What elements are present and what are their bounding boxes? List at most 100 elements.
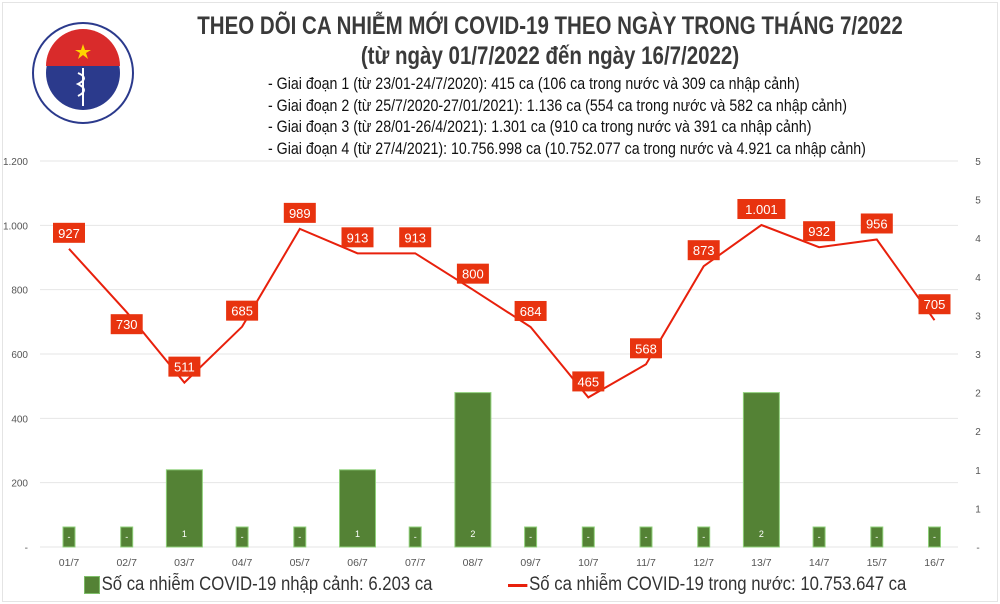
- domestic-line: [68, 223, 936, 399]
- x-axis-tick: 16/7: [924, 557, 945, 569]
- legend-label-domestic: Số ca nhiễm COVID-19 trong nước: 10.753.…: [529, 574, 907, 595]
- right-axis-tick: 4: [975, 234, 981, 245]
- data-label: 705: [924, 297, 946, 312]
- data-label-box: [168, 356, 201, 377]
- data-label-box: [860, 213, 893, 234]
- right-axis-tick: -: [976, 543, 979, 554]
- chart-subtitle: (từ ngày 01/7/2022 đến ngày 16/7/2022): [360, 42, 740, 70]
- bar: [524, 526, 538, 548]
- bar-label: -: [529, 532, 532, 542]
- data-label: 1.001: [745, 202, 778, 217]
- data-label-box: [737, 199, 786, 220]
- data-label-box: [572, 371, 605, 392]
- legend-swatch-line: [508, 583, 528, 587]
- x-axis-tick: 12/7: [693, 557, 714, 569]
- bar: [928, 526, 941, 548]
- data-label: 511: [174, 360, 195, 375]
- bar: [408, 526, 422, 548]
- right-axis-tick: 1: [975, 504, 981, 515]
- data-label: 927: [58, 226, 80, 241]
- bar: [581, 526, 595, 548]
- bar: [639, 526, 653, 548]
- bar-label: -: [241, 532, 244, 542]
- bar: [870, 526, 884, 548]
- bar: [120, 526, 134, 548]
- bar-label: -: [298, 532, 301, 542]
- data-label: 913: [404, 230, 426, 245]
- right-axis-tick: 2: [975, 389, 981, 400]
- bar-label: -: [875, 532, 878, 542]
- bar: [235, 526, 249, 548]
- data-label-box: [687, 240, 720, 261]
- bar: [165, 469, 203, 548]
- right-axis-tick: 1: [975, 466, 981, 477]
- x-axis-tick: 04/7: [232, 557, 253, 569]
- bar: [62, 526, 76, 548]
- x-axis-tick: 09/7: [520, 557, 541, 569]
- data-label-box: [630, 338, 662, 359]
- data-label-box: [226, 300, 259, 321]
- x-axis-tick: 07/7: [405, 557, 426, 569]
- bar: [293, 526, 307, 548]
- right-axis-tick: 5: [975, 196, 981, 207]
- data-label: 684: [520, 304, 542, 319]
- data-label: 932: [808, 224, 830, 239]
- bar-label: -: [933, 532, 936, 542]
- bar-label: -: [414, 532, 417, 542]
- x-axis-tick: 15/7: [867, 557, 888, 569]
- bar: [812, 526, 826, 548]
- legend-item-imported: Số ca nhiễm COVID-19 nhập cảnh: 6.203 ca: [84, 574, 432, 596]
- x-axis-tick: 02/7: [116, 557, 137, 569]
- left-axis-tick: 1.000: [3, 221, 28, 232]
- data-label-box: [53, 222, 85, 243]
- bar-label: 2: [470, 529, 475, 539]
- bar-label: -: [818, 532, 821, 542]
- bar-label: 2: [759, 529, 764, 539]
- data-label-box: [803, 221, 836, 242]
- period-note-4: - Giai đoạn 4 (từ 27/4/2021): 10.756.998…: [268, 139, 866, 158]
- legend-item-domestic: Số ca nhiễm COVID-19 trong nước: 10.753.…: [508, 574, 906, 596]
- left-axis-tick: 400: [11, 414, 28, 425]
- left-axis-tick: 600: [11, 350, 28, 361]
- data-label: 989: [289, 206, 311, 221]
- data-label-box: [514, 300, 547, 321]
- legend-swatch-bar: [84, 576, 100, 594]
- data-label: 873: [693, 243, 715, 258]
- data-label: 568: [635, 341, 657, 356]
- bar-label: 1: [182, 529, 187, 539]
- bar: [339, 469, 376, 548]
- left-axis-tick: 800: [11, 286, 28, 297]
- data-label: 465: [577, 374, 599, 389]
- ministry-of-health-logo: [32, 22, 134, 124]
- bar: [454, 392, 492, 548]
- bar-label: -: [645, 532, 648, 542]
- data-label-box: [283, 202, 316, 223]
- legend-label-imported: Số ca nhiễm COVID-19 nhập cảnh: 6.203 ca: [101, 574, 433, 595]
- period-notes: - Giai đoạn 1 (từ 23/01-24/7/2020): 415 …: [268, 74, 866, 160]
- bar-label: 1: [355, 529, 360, 539]
- left-axis-tick: 1.200: [3, 157, 28, 168]
- x-axis-tick: 05/7: [290, 557, 311, 569]
- data-label-box: [110, 314, 143, 335]
- chart-title: THEO DÕI CA NHIỄM MỚI COVID-19 THEO NGÀY…: [197, 12, 903, 40]
- x-axis-tick: 11/7: [636, 557, 656, 569]
- bar-label: -: [125, 532, 128, 542]
- x-axis-tick: 03/7: [174, 557, 195, 569]
- data-label-box: [341, 227, 374, 248]
- bar: [742, 392, 780, 548]
- left-axis-tick: 200: [11, 479, 28, 490]
- period-note-2: - Giai đoạn 2 (từ 25/7/2020-27/01/2021):…: [268, 96, 847, 115]
- x-axis-tick: 14/7: [809, 557, 830, 569]
- right-axis-tick: 2: [975, 427, 981, 438]
- right-axis-tick: 5: [975, 157, 981, 168]
- x-axis-tick: 13/7: [751, 557, 772, 569]
- data-label: 800: [462, 267, 484, 282]
- data-label-box: [399, 227, 432, 248]
- x-axis-tick: 08/7: [463, 557, 484, 569]
- data-label: 956: [866, 216, 888, 231]
- period-note-3: - Giai đoạn 3 (từ 28/01-26/4/2021): 1.30…: [268, 118, 812, 136]
- right-axis-tick: 3: [975, 311, 981, 322]
- data-label: 730: [116, 317, 138, 332]
- period-note-1: - Giai đoạn 1 (từ 23/01-24/7/2020): 415 …: [268, 75, 800, 93]
